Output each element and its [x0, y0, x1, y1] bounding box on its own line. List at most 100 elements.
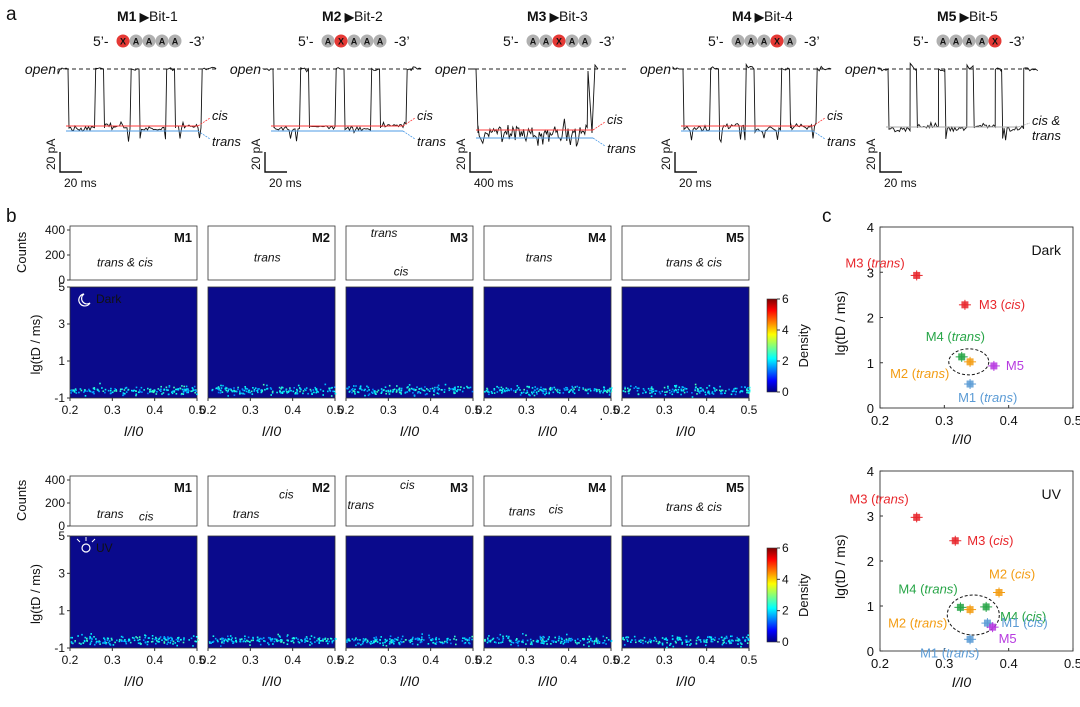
heat-noise: [140, 643, 142, 645]
red-marker-icon: [988, 34, 1002, 48]
heatmap-bg: [483, 535, 612, 649]
heat-noise: [491, 638, 494, 641]
bit-title-left: M5: [937, 8, 957, 24]
heat-xtick-label: 0.3: [380, 403, 397, 417]
heat-noise: [406, 386, 408, 389]
heat-noise: [601, 642, 604, 644]
heat-noise: [270, 388, 273, 390]
heat-noise: [554, 388, 557, 391]
heat-noise: [706, 641, 708, 644]
point-label: M4 (trans): [926, 329, 985, 344]
heat-noise: [684, 387, 686, 389]
heat-noise: [593, 641, 596, 643]
heat-noise: [654, 393, 656, 395]
heat-noise: [515, 638, 518, 641]
heat-noise: [622, 636, 624, 639]
heat-noise: [84, 636, 87, 639]
heat-noise: [603, 639, 606, 642]
heat-noise: [532, 640, 535, 642]
heat-noise: [172, 643, 174, 645]
heat-noise: [682, 389, 685, 391]
scatter-ytick-label: 1: [867, 599, 874, 614]
heat-noise: [464, 638, 467, 641]
heat-noise: [181, 392, 183, 395]
panel-name: M1: [174, 230, 192, 245]
heat-noise: [254, 387, 257, 389]
trans-label: trans: [212, 134, 241, 149]
heat-noise: [599, 392, 601, 394]
heat-noise: [230, 389, 232, 391]
open-label: open: [845, 61, 876, 77]
heat-noise: [610, 639, 613, 642]
heat-noise: [385, 645, 388, 647]
heat-noise: [566, 387, 568, 389]
heat-noise: [529, 394, 531, 397]
scatter-ytick-label: 2: [867, 554, 874, 569]
heat-noise: [217, 386, 220, 388]
heat-noise: [293, 387, 295, 389]
heat-noise: [373, 390, 375, 392]
heat-noise: [555, 641, 557, 643]
heat-xtick-label: 0.2: [200, 403, 217, 417]
trans-leader: [812, 130, 826, 140]
heat-noise: [384, 641, 386, 644]
heat-noise: [626, 638, 628, 641]
bead-letter: A: [530, 37, 537, 47]
heat-noise: [502, 388, 504, 390]
heat-noise: [542, 392, 545, 395]
heat-noise: [258, 638, 261, 640]
heat-noise: [324, 638, 326, 640]
heat-noise: [706, 387, 708, 389]
bead-icon: [347, 34, 361, 48]
heat-noise: [83, 640, 86, 643]
heat-noise: [391, 640, 393, 642]
scatter-xtick-label: 0.2: [871, 413, 889, 428]
heat-noise: [721, 389, 723, 392]
heat-noise: [608, 394, 611, 396]
heat-noise: [642, 639, 644, 642]
panel-label-b: b: [6, 206, 17, 227]
heat-noise: [627, 390, 630, 393]
heat-noise: [322, 394, 324, 396]
heat-noise: [190, 637, 193, 640]
heat-noise: [354, 638, 357, 641]
heat-noise: [516, 388, 519, 391]
heat-noise: [496, 637, 499, 639]
heat-noise: [438, 641, 441, 643]
heat-noise: [650, 639, 653, 642]
heat-noise: [493, 392, 496, 394]
scatter-ytick-label: 3: [867, 509, 874, 524]
heat-noise: [703, 641, 705, 643]
heat-noise: [609, 391, 611, 394]
point-label: M5: [1006, 358, 1024, 373]
heat-noise: [114, 641, 116, 644]
heat-noise: [734, 387, 736, 390]
heat-noise: [455, 639, 458, 641]
bit-title-left: M1: [117, 8, 137, 24]
heat-noise: [290, 389, 292, 392]
heat-noise: [240, 392, 242, 395]
heat-noise: [655, 640, 658, 643]
heat-noise: [650, 387, 652, 390]
scale-bar: [264, 152, 287, 173]
heat-noise: [194, 391, 196, 394]
heat-noise: [138, 636, 141, 638]
heat-noise: [411, 643, 414, 645]
heat-noise: [125, 391, 128, 393]
heat-xtick-label: 0.2: [614, 653, 631, 667]
heat-noise: [390, 639, 393, 642]
heat-noise: [164, 637, 167, 639]
heat-noise: [732, 390, 734, 393]
heat-noise: [600, 390, 603, 392]
heat-noise: [250, 390, 253, 393]
heat-noise: [610, 388, 612, 391]
heat-noise: [732, 640, 734, 642]
heat-noise: [133, 637, 135, 639]
heat-noise: [261, 390, 263, 393]
heat-noise: [81, 633, 83, 636]
heat-noise: [719, 385, 721, 388]
heat-xtick-label: 0.4: [560, 653, 577, 667]
heat-noise: [79, 388, 82, 390]
bead-icon: [744, 34, 758, 48]
